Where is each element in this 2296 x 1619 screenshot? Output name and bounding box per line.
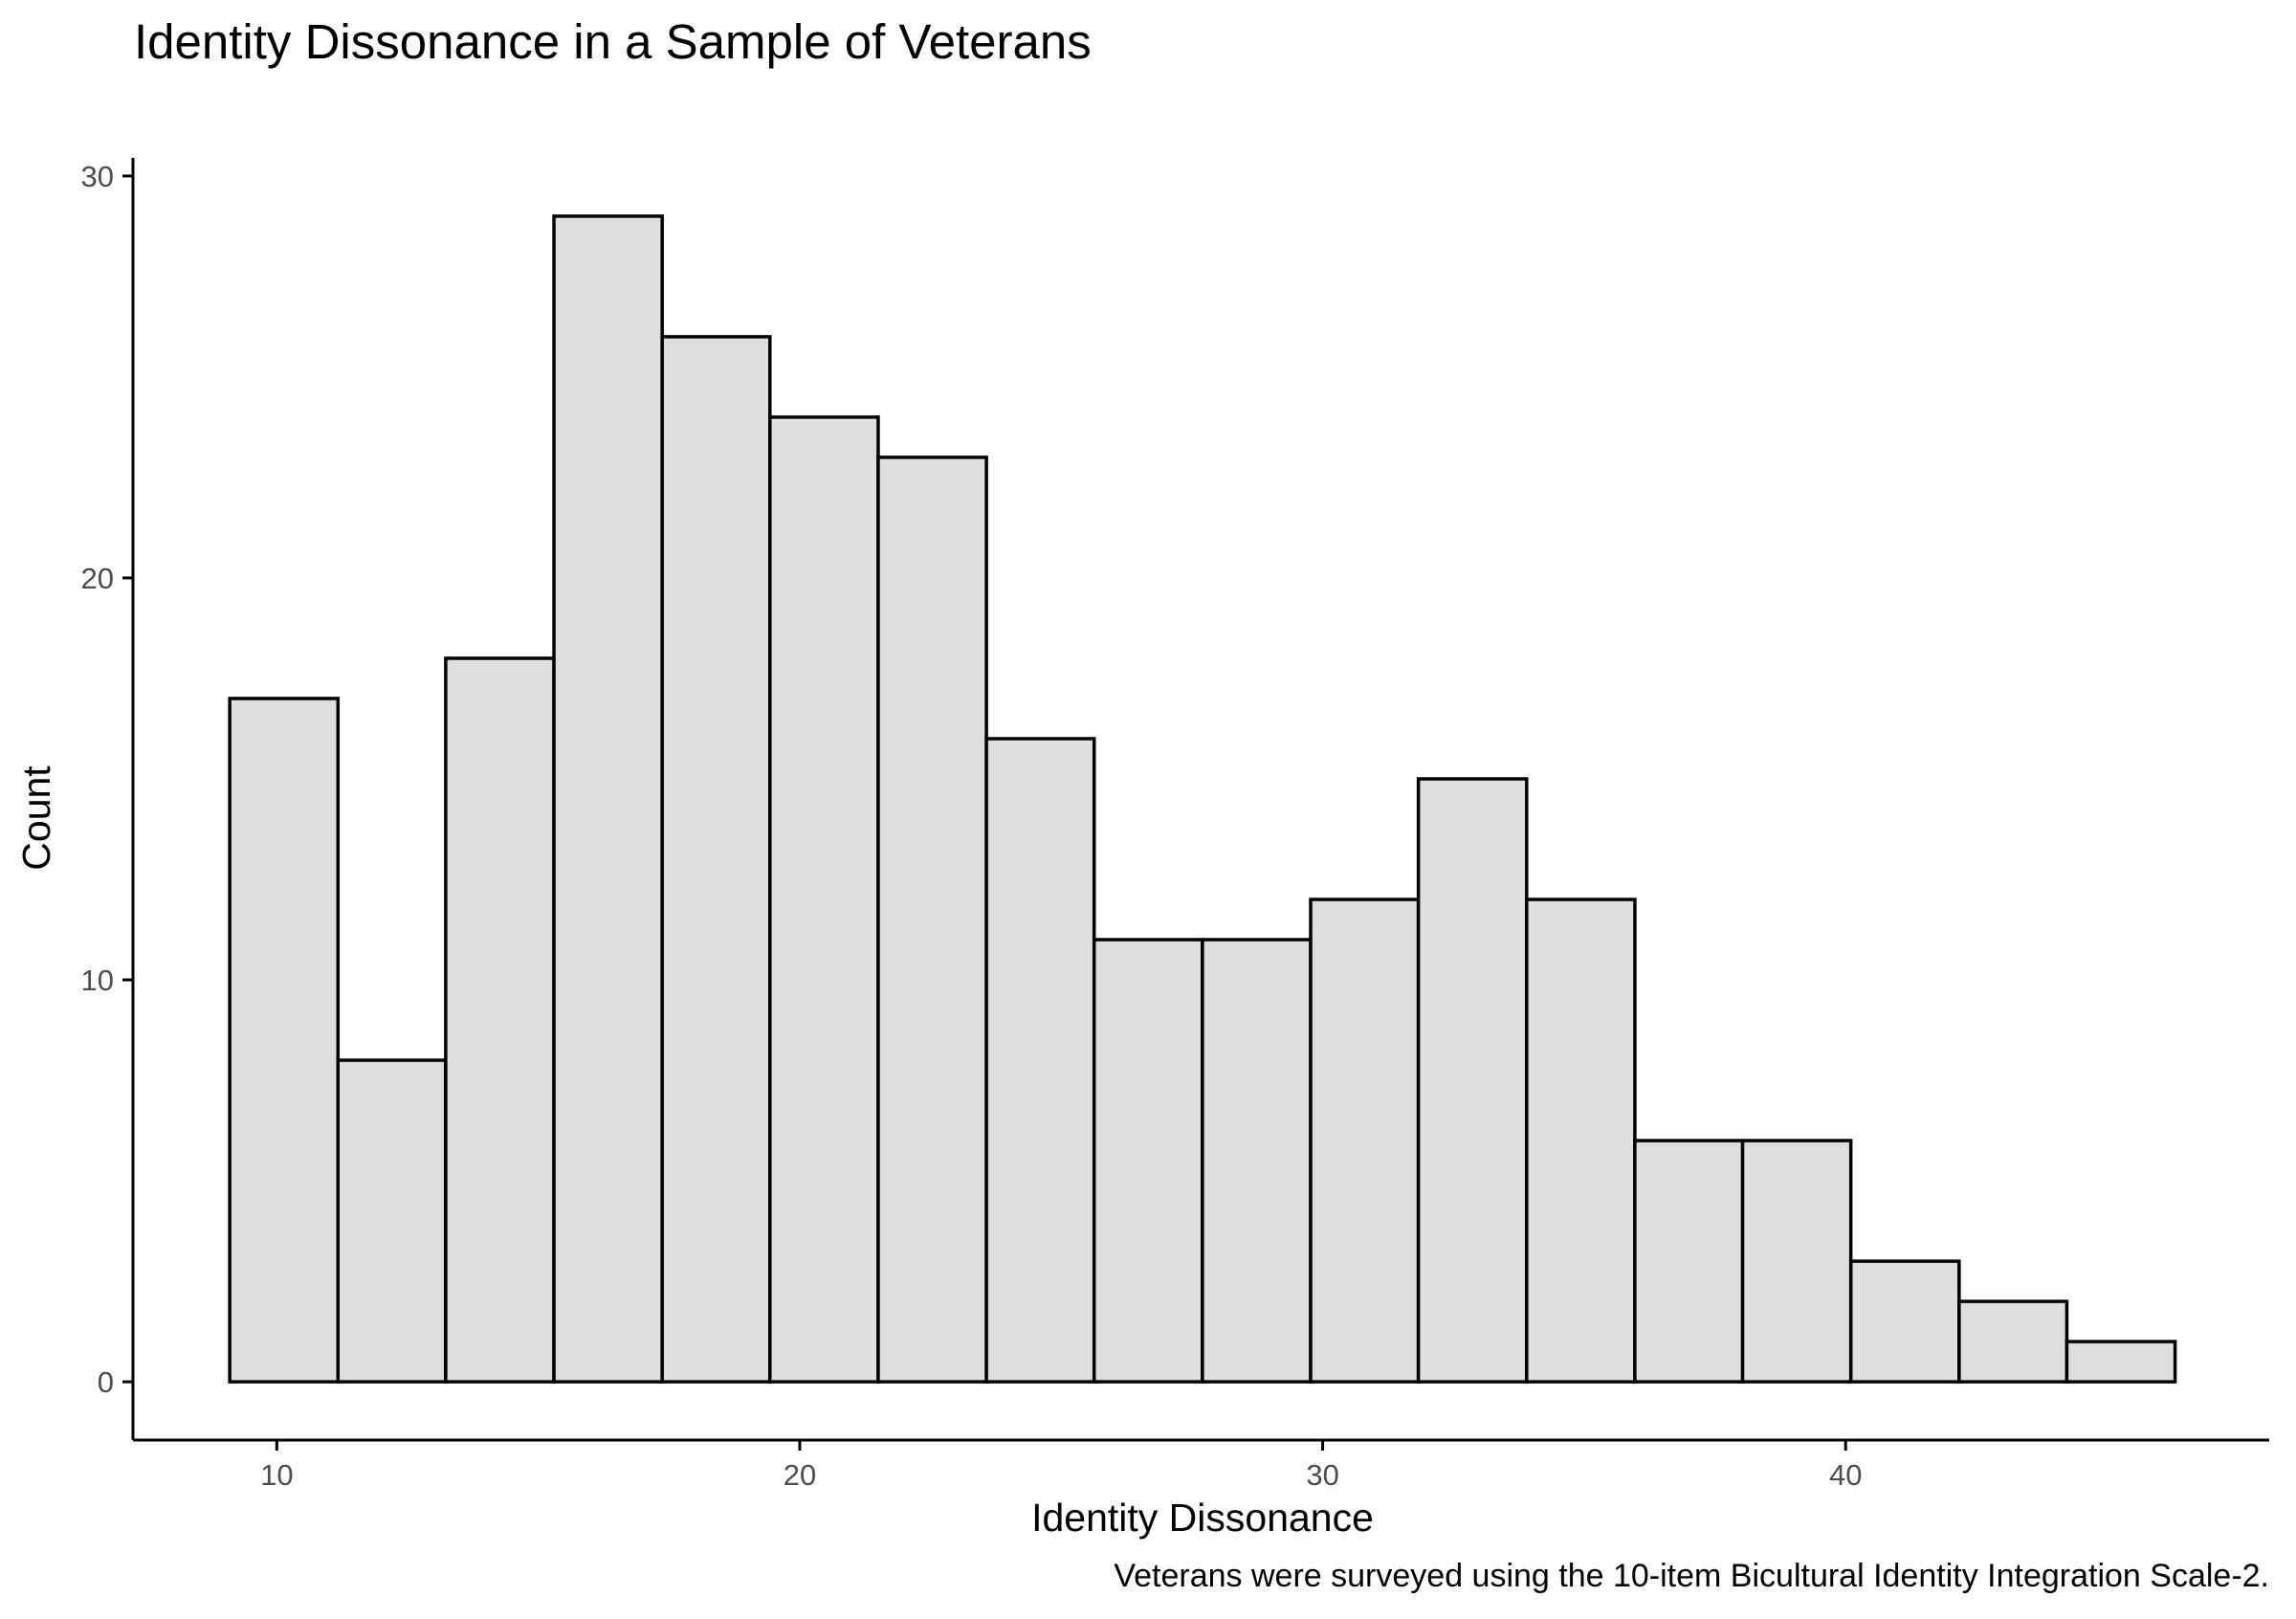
histogram-bar-9 xyxy=(1201,938,1313,1384)
y-tick-label: 20 xyxy=(81,562,114,595)
tick-labels: 10 20 30 40 0 10 20 30 xyxy=(81,160,1863,1492)
histogram-bar-0 xyxy=(228,697,341,1384)
x-tick-label: 30 xyxy=(1306,1458,1338,1492)
histogram-bar-6 xyxy=(876,455,988,1384)
x-tick-label: 10 xyxy=(260,1458,293,1492)
histogram-bar-14 xyxy=(1740,1139,1853,1384)
histogram-bar-5 xyxy=(768,415,880,1384)
histogram-bar-10 xyxy=(1309,898,1421,1384)
chart-title: Identity Dissonance in a Sample of Veter… xyxy=(134,14,1092,69)
histogram-bar-11 xyxy=(1416,777,1529,1384)
histogram-bar-15 xyxy=(1848,1259,1961,1384)
histogram-bar-7 xyxy=(984,737,1096,1384)
histogram-bar-3 xyxy=(552,214,664,1384)
chart-caption: Veterans were surveyed using the 10-item… xyxy=(1114,1558,2269,1594)
y-axis-label: Count xyxy=(14,765,58,871)
x-tick-label: 40 xyxy=(1829,1458,1862,1492)
y-tick-label: 30 xyxy=(81,160,114,193)
histogram-bars xyxy=(228,214,2177,1384)
histogram-bar-13 xyxy=(1633,1139,1745,1384)
histogram-bar-8 xyxy=(1092,938,1204,1384)
histogram-bar-2 xyxy=(444,656,556,1384)
histogram-bar-4 xyxy=(660,335,772,1384)
y-tick-label: 0 xyxy=(98,1365,114,1399)
x-axis-label: Identity Dissonance xyxy=(1031,1496,1374,1540)
histogram-bar-16 xyxy=(1957,1299,2069,1384)
y-tick-label: 10 xyxy=(81,964,114,997)
histogram-bar-12 xyxy=(1525,898,1637,1384)
x-tick-label: 20 xyxy=(784,1458,816,1492)
axes xyxy=(122,158,2269,1451)
histogram-bar-17 xyxy=(2064,1340,2177,1384)
histogram-bar-1 xyxy=(336,1058,448,1384)
